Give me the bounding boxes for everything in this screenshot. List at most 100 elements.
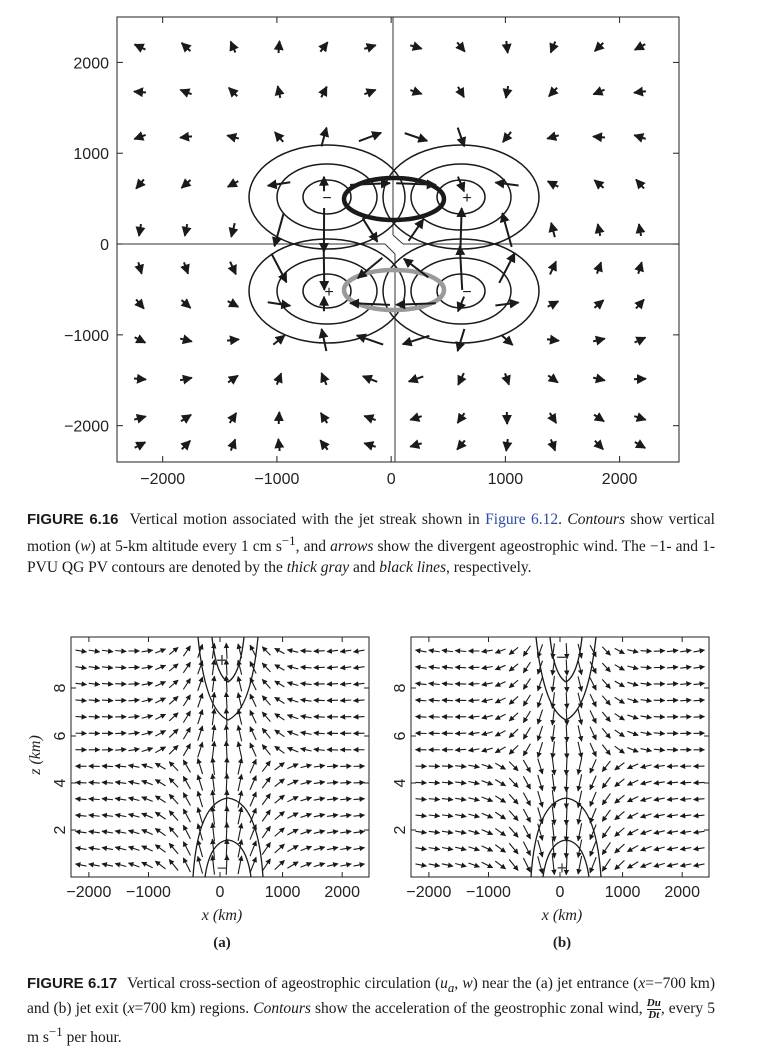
circulation-arrow	[680, 782, 691, 783]
circulation-arrow	[155, 714, 165, 719]
circulation-arrow	[615, 779, 625, 787]
circulation-arrow	[455, 847, 466, 850]
wind-arrow	[594, 180, 603, 188]
circulation-arrow	[287, 731, 298, 735]
x-axis-title: x (km)	[541, 907, 582, 924]
figure-label: FIGURE 6.16	[27, 511, 119, 528]
circulation-arrow	[340, 864, 351, 866]
circulation-arrow	[641, 700, 652, 702]
circulation-arrow	[115, 651, 126, 652]
circulation-arrow	[509, 680, 518, 688]
circulation-arrow	[482, 797, 493, 801]
caption-emphasis: Contours	[253, 1000, 311, 1017]
circulation-arrow	[455, 815, 466, 817]
circulation-arrow	[538, 807, 543, 823]
circulation-arrow	[301, 830, 312, 834]
x-tick-label: 1000	[265, 884, 301, 901]
circulation-arrow	[183, 662, 190, 673]
circulation-arrow	[641, 781, 652, 784]
circulation-arrow	[680, 831, 691, 833]
wind-arrow	[548, 375, 558, 382]
wind-arrow	[139, 224, 141, 236]
x-tick-label: −1000	[126, 884, 171, 901]
circulation-arrow	[482, 781, 493, 785]
circulation-arrow	[340, 782, 351, 783]
circulation-arrow	[615, 648, 625, 653]
circulation-arrow	[680, 683, 691, 684]
circulation-arrow	[694, 667, 705, 669]
circulation-arrow	[89, 864, 100, 866]
circulation-arrow	[275, 746, 285, 753]
circulation-arrow	[416, 848, 427, 850]
wind-arrow	[357, 335, 383, 344]
circulation-arrow	[354, 717, 365, 718]
circulation-arrow	[155, 747, 165, 753]
circulation-arrow	[226, 741, 227, 758]
circulation-arrow	[566, 708, 567, 725]
wind-arrow	[634, 91, 646, 92]
circulation-arrow	[482, 683, 493, 685]
wind-arrow	[595, 441, 603, 450]
circulation-arrow	[482, 650, 493, 652]
circulation-arrow	[482, 813, 493, 818]
circulation-arrow	[416, 700, 427, 701]
circulation-arrow	[301, 667, 312, 668]
circulation-arrow	[314, 814, 325, 816]
circulation-arrow	[523, 842, 530, 856]
circulation-arrow	[102, 847, 113, 849]
circulation-arrow	[552, 855, 554, 874]
wind-arrow	[364, 90, 375, 94]
circulation-arrow	[275, 763, 285, 770]
circulation-arrow	[578, 725, 582, 741]
wind-arrow	[180, 136, 192, 137]
circulation-arrow	[314, 863, 325, 866]
wind-arrow	[274, 214, 283, 247]
circulation-arrow	[495, 747, 505, 753]
circulation-arrow	[566, 806, 567, 825]
circulation-arrow	[212, 741, 214, 758]
circulation-arrow	[455, 766, 466, 767]
wind-arrow	[597, 262, 601, 273]
circulation-arrow	[468, 749, 479, 751]
circulation-arrow	[654, 733, 665, 734]
x-tick-label: 0	[556, 884, 565, 901]
circulation-arrow	[627, 666, 638, 669]
circulation-arrow	[287, 764, 298, 769]
circulation-arrow	[198, 759, 203, 774]
circulation-arrow	[275, 860, 285, 869]
circulation-arrow	[654, 782, 665, 784]
y-tick-label: 4	[52, 778, 69, 787]
wind-arrow	[320, 440, 327, 449]
wind-arrow	[135, 442, 146, 447]
circulation-arrow	[226, 790, 227, 808]
circulation-arrow	[654, 814, 665, 816]
circulation-arrow	[523, 695, 530, 706]
circulation-arrow	[523, 776, 530, 789]
circulation-arrow	[212, 823, 214, 842]
circulation-arrow	[667, 684, 678, 685]
circulation-arrow	[89, 667, 100, 668]
figure-link[interactable]: Figure 6.12	[485, 511, 558, 528]
circulation-arrow	[602, 696, 610, 705]
wind-arrow	[230, 262, 236, 275]
circulation-arrow	[287, 813, 298, 819]
caption-text: Vertical motion associated with the jet …	[130, 511, 486, 528]
circulation-arrow	[354, 700, 365, 701]
circulation-arrow	[287, 682, 298, 685]
circulation-arrow	[641, 716, 652, 718]
wind-arrow	[363, 376, 377, 382]
circulation-arrow	[301, 683, 312, 684]
wind-arrow	[598, 224, 600, 236]
circulation-arrow	[327, 798, 338, 799]
wind-arrow	[547, 339, 559, 340]
circulation-arrow	[627, 715, 638, 719]
circulation-arrow	[602, 745, 610, 755]
circulation-arrow	[275, 730, 285, 737]
wind-arrow	[636, 300, 644, 309]
circulation-arrow	[287, 699, 298, 703]
circulation-arrow	[416, 717, 427, 718]
circulation-arrow	[262, 696, 270, 705]
circulation-arrow	[590, 678, 596, 690]
wind-arrow	[593, 136, 605, 137]
